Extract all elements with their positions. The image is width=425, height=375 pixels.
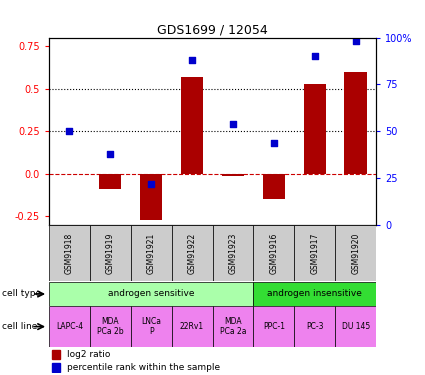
Point [312, 53, 318, 59]
FancyBboxPatch shape [172, 225, 212, 281]
Text: LAPC-4: LAPC-4 [56, 322, 83, 331]
Point [270, 140, 277, 146]
Text: GSM91916: GSM91916 [269, 232, 278, 274]
Text: LNCa
P: LNCa P [141, 317, 161, 336]
FancyBboxPatch shape [253, 282, 376, 306]
Text: GSM91921: GSM91921 [147, 232, 156, 274]
Point [352, 38, 359, 44]
Bar [52, 350, 60, 359]
FancyBboxPatch shape [90, 306, 131, 347]
Bar [140, 174, 162, 220]
Point [107, 151, 113, 157]
FancyBboxPatch shape [212, 306, 253, 347]
Text: androgen sensitive: androgen sensitive [108, 290, 194, 298]
Bar [344, 72, 367, 174]
FancyBboxPatch shape [49, 225, 90, 281]
FancyBboxPatch shape [335, 225, 376, 281]
FancyBboxPatch shape [253, 225, 294, 281]
Text: PPC-1: PPC-1 [263, 322, 285, 331]
Text: GSM91920: GSM91920 [351, 232, 360, 274]
Bar [303, 84, 326, 174]
FancyBboxPatch shape [253, 306, 294, 347]
Text: log2 ratio: log2 ratio [67, 350, 110, 359]
Text: PC-3: PC-3 [306, 322, 323, 331]
FancyBboxPatch shape [49, 306, 90, 347]
Bar [99, 174, 122, 189]
FancyBboxPatch shape [172, 306, 212, 347]
Text: DU 145: DU 145 [342, 322, 370, 331]
Text: 22Rv1: 22Rv1 [180, 322, 204, 331]
Bar [263, 174, 285, 200]
FancyBboxPatch shape [294, 225, 335, 281]
Point [66, 128, 73, 134]
Bar [52, 363, 60, 372]
FancyBboxPatch shape [131, 225, 172, 281]
Text: cell type: cell type [2, 290, 41, 298]
Text: GSM91918: GSM91918 [65, 232, 74, 274]
Text: GSM91922: GSM91922 [187, 232, 196, 274]
Point [189, 57, 196, 63]
Bar [222, 174, 244, 176]
Point [148, 181, 155, 187]
FancyBboxPatch shape [131, 306, 172, 347]
Text: percentile rank within the sample: percentile rank within the sample [67, 363, 220, 372]
FancyBboxPatch shape [335, 306, 376, 347]
Text: MDA
PCa 2b: MDA PCa 2b [97, 317, 124, 336]
Text: GSM91917: GSM91917 [310, 232, 319, 274]
Text: GSM91919: GSM91919 [106, 232, 115, 274]
FancyBboxPatch shape [212, 225, 253, 281]
FancyBboxPatch shape [90, 225, 131, 281]
Text: cell line: cell line [2, 322, 37, 331]
Point [230, 121, 236, 127]
FancyBboxPatch shape [294, 306, 335, 347]
Title: GDS1699 / 12054: GDS1699 / 12054 [157, 23, 268, 36]
FancyBboxPatch shape [49, 282, 253, 306]
Bar [181, 77, 203, 174]
Text: GSM91923: GSM91923 [229, 232, 238, 274]
Text: MDA
PCa 2a: MDA PCa 2a [220, 317, 246, 336]
Text: androgen insensitive: androgen insensitive [267, 290, 362, 298]
